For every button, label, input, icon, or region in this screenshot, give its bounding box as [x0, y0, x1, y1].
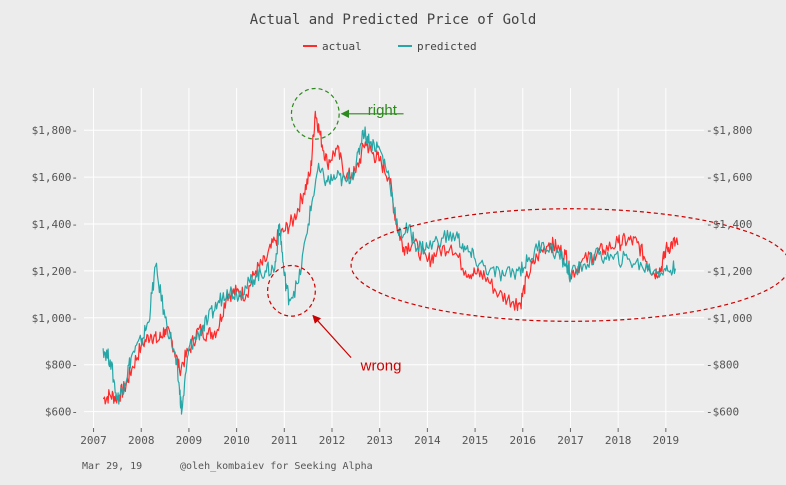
gridlines: [84, 88, 704, 428]
y-tick-label-right: -$1,000: [706, 312, 752, 325]
footer-credit: @oleh_kombaiev for Seeking Alpha: [180, 461, 373, 472]
chart-title: Actual and Predicted Price of Gold: [250, 12, 537, 28]
annotation-label-right: right: [368, 102, 398, 119]
legend: actual predicted: [303, 40, 477, 53]
y-tick-label-left: $1,000-: [32, 312, 78, 325]
y-tick-label-right: -$1,200: [706, 265, 752, 278]
y-tick-label-right: -$800: [706, 359, 739, 372]
y-tick-label-left: $1,800-: [32, 124, 78, 137]
annotation-label-wrong: wrong: [360, 358, 402, 375]
x-tick-label: 2019: [653, 434, 680, 447]
legend-label-actual: actual: [322, 40, 362, 53]
series-line-actual: [102, 110, 679, 405]
y-tick-label-left: $800-: [45, 359, 78, 372]
series-line-predicted: [102, 126, 676, 415]
y-tick-label-right: -$1,400: [706, 218, 752, 231]
annotations-layer: right wrong: [267, 87, 786, 375]
y-tick-label-left: $1,400-: [32, 218, 78, 231]
x-tick-label: 2017: [557, 434, 584, 447]
axes-layer: 2007 2008 2009 2010 2011 2012 2013 2014 2015 2016…: [32, 124, 753, 447]
x-tick-label: 2008: [128, 434, 155, 447]
y-tick-label-right: -$1,800: [706, 124, 752, 137]
x-tick-label: 2011: [271, 434, 298, 447]
y-tick-label-left: $600-: [45, 406, 78, 419]
plot-area: [84, 88, 704, 428]
x-tick-label: 2014: [414, 434, 441, 447]
x-tick-label: 2009: [176, 434, 203, 447]
x-tick-label: 2018: [605, 434, 632, 447]
y-tick-label-left: $1,600-: [32, 171, 78, 184]
legend-label-predicted: predicted: [417, 40, 477, 53]
annotation-circle: [267, 264, 316, 317]
annotation-circle: [290, 87, 340, 140]
y-tick-label-right: -$1,600: [706, 171, 752, 184]
x-tick-label: 2015: [462, 434, 489, 447]
annotation-arrow: [312, 314, 352, 359]
x-tick-label: 2013: [366, 434, 393, 447]
x-tick-label: 2007: [80, 434, 107, 447]
y-tick-label-right: -$600: [706, 406, 739, 419]
y-tick-label-left: $1,200-: [32, 265, 78, 278]
x-tick-label: 2010: [223, 434, 250, 447]
annotation-circle: [350, 208, 786, 322]
x-tick-label: 2016: [510, 434, 537, 447]
series-layer: [102, 110, 679, 415]
footer-date: Mar 29, 19: [82, 461, 142, 472]
x-tick-label: 2012: [319, 434, 346, 447]
